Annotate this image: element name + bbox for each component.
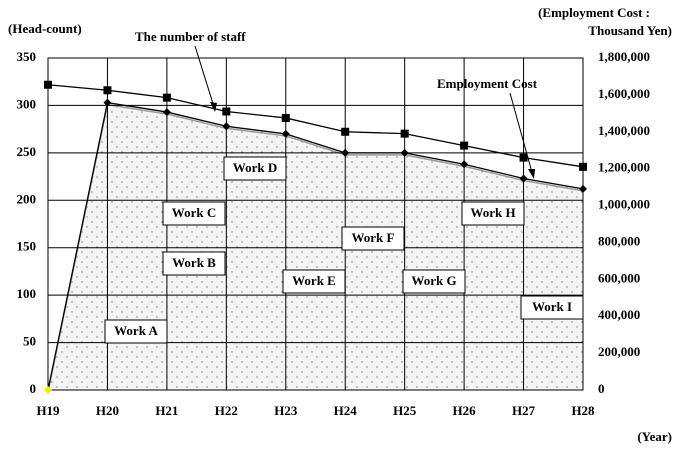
y2-axis-title: (Employment Cost : bbox=[538, 5, 650, 20]
x-tick-label: H23 bbox=[274, 403, 298, 418]
y-axis-title: (Head-count) bbox=[8, 21, 82, 36]
marker bbox=[341, 127, 350, 136]
legend-label: Employment Cost bbox=[437, 76, 538, 91]
arrowhead bbox=[528, 169, 535, 179]
x-tick-label: H20 bbox=[96, 403, 119, 418]
marker bbox=[400, 148, 409, 157]
x-tick-label: H21 bbox=[155, 403, 178, 418]
annotation: Work D bbox=[233, 160, 277, 175]
y2-tick-label: 0 bbox=[598, 381, 605, 396]
marker bbox=[103, 86, 112, 95]
x-tick-label: H24 bbox=[334, 403, 358, 418]
legend-label: The number of staff bbox=[135, 29, 246, 44]
y2-tick-label: 1,800,000 bbox=[598, 49, 650, 64]
annotation-box bbox=[223, 156, 287, 181]
x-tick-label: H19 bbox=[36, 403, 60, 418]
plot-border bbox=[47, 57, 584, 391]
annotation-box bbox=[341, 226, 405, 251]
annotation: Work G bbox=[411, 273, 456, 288]
marker bbox=[460, 160, 469, 169]
marker bbox=[579, 184, 587, 193]
arrow bbox=[194, 45, 216, 111]
area bbox=[48, 102, 583, 390]
y2-tick-label: 1,200,000 bbox=[598, 160, 650, 175]
annotation-box bbox=[402, 269, 466, 294]
annotation-box bbox=[162, 251, 226, 276]
x-tick-label: H28 bbox=[571, 403, 595, 418]
annotation-box bbox=[162, 201, 226, 226]
y-tick-label: 150 bbox=[17, 239, 37, 254]
marker bbox=[162, 108, 171, 117]
y-tick-label: 200 bbox=[17, 191, 37, 206]
y-tick-label: 350 bbox=[17, 49, 37, 64]
marker bbox=[281, 113, 290, 122]
y-tick-label: 0 bbox=[30, 381, 37, 396]
y-tick-label: 300 bbox=[17, 96, 37, 111]
marker bbox=[519, 174, 528, 183]
marker bbox=[460, 141, 469, 150]
annotation: Work I bbox=[532, 299, 572, 314]
y2-tick-label: 1,600,000 bbox=[598, 86, 650, 101]
marker bbox=[281, 129, 290, 138]
marker bbox=[103, 98, 112, 107]
y2-tick-label: 400,000 bbox=[598, 307, 640, 322]
marker bbox=[162, 93, 171, 102]
annotation-box bbox=[461, 201, 525, 226]
annotation-box bbox=[104, 319, 168, 344]
x-axis-title: (Year) bbox=[637, 429, 672, 444]
y2-tick-label: 600,000 bbox=[598, 270, 640, 285]
marker bbox=[44, 386, 52, 394]
series-line bbox=[47, 101, 584, 391]
y2-tick-label: 800,000 bbox=[598, 233, 640, 248]
annotation: Work C bbox=[172, 205, 216, 220]
x-tick-label: H22 bbox=[215, 403, 238, 418]
y-tick-label: 100 bbox=[17, 286, 37, 301]
marker bbox=[519, 153, 528, 162]
y2-tick-label: 1,400,000 bbox=[598, 123, 650, 138]
y2-tick-label: 200,000 bbox=[598, 344, 640, 359]
annotation: Work E bbox=[292, 273, 336, 288]
y2-tick-label: 1,000,000 bbox=[598, 197, 650, 212]
y-tick-label: 50 bbox=[23, 334, 36, 349]
x-tick-label: H27 bbox=[512, 403, 536, 418]
area-edge bbox=[47, 103, 584, 393]
annotation-box bbox=[282, 269, 346, 294]
x-tick-label: H25 bbox=[393, 403, 417, 418]
marker bbox=[341, 148, 350, 157]
annotation: Work H bbox=[470, 205, 515, 220]
annotation-box bbox=[520, 295, 584, 320]
series-line bbox=[47, 84, 584, 168]
annotation: Work B bbox=[172, 255, 216, 270]
annotation: Work A bbox=[114, 323, 158, 338]
marker bbox=[400, 129, 409, 138]
y2-axis-title: Thousand Yen) bbox=[588, 23, 672, 38]
marker bbox=[222, 107, 231, 116]
annotation: Work F bbox=[352, 230, 395, 245]
arrowhead bbox=[210, 102, 217, 112]
marker bbox=[579, 162, 587, 171]
x-tick-label: H26 bbox=[453, 403, 477, 418]
arrow bbox=[509, 92, 534, 177]
marker bbox=[44, 80, 52, 89]
y-tick-label: 250 bbox=[17, 144, 37, 159]
marker bbox=[222, 122, 231, 131]
